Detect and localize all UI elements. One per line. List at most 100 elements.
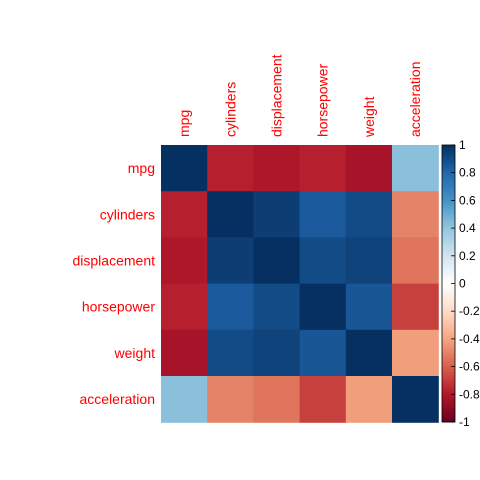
heatmap-cell-horsepower-mpg — [161, 283, 208, 331]
colorbar-segment — [442, 325, 455, 329]
colorbar-segment — [442, 289, 455, 293]
colorbar-segment — [442, 366, 455, 370]
colorbar-segment — [442, 241, 455, 246]
heatmap-cell-mpg-acceleration — [392, 145, 439, 192]
heatmap-cell-acceleration-acceleration — [392, 376, 439, 423]
heatmap-cell-horsepower-acceleration — [392, 283, 439, 331]
colorbar-segment — [442, 283, 455, 287]
heatmap-cell-weight-cylinders — [207, 329, 254, 377]
colorbar-segment — [442, 244, 455, 248]
colorbar-segment — [442, 327, 455, 332]
colorbar-segment — [442, 316, 455, 321]
colorbar-segment — [442, 358, 455, 362]
colorbar-segment — [442, 380, 455, 384]
heatmap-cell-displacement-weight — [345, 237, 393, 285]
heatmap-cell-cylinders-acceleration — [392, 191, 439, 238]
colorbar-segment — [442, 391, 455, 395]
colorbar-segment — [442, 147, 455, 152]
colorbar-segment — [442, 205, 455, 210]
colorbar-segment — [442, 181, 455, 185]
colorbar-segment — [442, 280, 455, 284]
heatmap-cell-weight-mpg — [161, 329, 208, 377]
colorbar-segment — [442, 388, 455, 393]
heatmap-cell-cylinders-horsepower — [299, 191, 347, 238]
heatmap-cell-cylinders-weight — [345, 191, 393, 238]
colorbar-segment — [442, 253, 455, 257]
column-labels: mpg cylinders displacement horsepower weight… — [176, 54, 423, 138]
row-labels: mpg cylinders displacement horsepower weight… — [73, 160, 156, 407]
heatmap-cell-weight-displacement — [253, 329, 301, 377]
colorbar-segment — [442, 153, 455, 157]
heatmap-cell-displacement-displacement — [253, 237, 301, 285]
colorbar-segment — [442, 275, 455, 279]
colorbar-segment — [442, 203, 455, 207]
colorbar-segment — [442, 308, 455, 312]
heatmap-cell-horsepower-weight — [345, 283, 393, 331]
colorbar-segment — [442, 294, 455, 298]
colorbar-segment — [442, 394, 455, 398]
colorbar-tick-label: -0.2 — [459, 304, 480, 318]
colorbar-segment — [442, 311, 455, 315]
colorbar-segment — [442, 186, 455, 190]
colorbar-segment — [442, 228, 455, 232]
colorbar-segment — [442, 408, 455, 412]
colorbar-segment — [442, 305, 455, 309]
colorbar-segment — [442, 330, 455, 334]
heatmap-cell-displacement-mpg — [161, 237, 208, 285]
colorbar-segment — [442, 145, 455, 149]
heatmap-cell-acceleration-weight — [345, 376, 393, 423]
column-label: mpg — [176, 110, 192, 137]
colorbar-segment — [442, 178, 455, 182]
colorbar-segment — [442, 277, 455, 282]
colorbar-segment — [442, 410, 455, 415]
heatmap-cell-mpg-displacement — [253, 145, 301, 192]
row-label: weight — [114, 345, 156, 361]
heatmap-cell-acceleration-horsepower — [299, 376, 347, 423]
heatmap-cell-weight-acceleration — [392, 329, 439, 377]
colorbar-segment — [442, 347, 455, 351]
row-label: mpg — [128, 160, 155, 176]
row-label: horsepower — [82, 299, 155, 315]
colorbar-segment — [442, 211, 455, 215]
colorbar-tick-label: 0.8 — [459, 166, 476, 180]
heatmap-cell-acceleration-cylinders — [207, 376, 254, 423]
colorbar-tick-label: -0.6 — [459, 360, 480, 374]
colorbar-segment — [442, 333, 455, 337]
colorbar-segment — [442, 175, 455, 179]
heatmap-cells — [161, 145, 439, 423]
colorbar-segment — [442, 372, 455, 376]
colorbar-segment — [442, 183, 455, 188]
heatmap-cell-horsepower-cylinders — [207, 283, 254, 331]
heatmap-cell-displacement-horsepower — [299, 237, 347, 285]
colorbar-tick-label: -1 — [459, 415, 470, 429]
colorbar-segment — [442, 264, 455, 268]
colorbar-segment — [442, 222, 455, 226]
colorbar-segment — [442, 300, 455, 304]
colorbar-segment — [442, 341, 455, 345]
colorbar-segment — [442, 355, 455, 359]
colorbar-tick-label: 0.4 — [459, 221, 476, 235]
colorbar-segment — [442, 158, 455, 163]
colorbar-segment — [442, 416, 455, 420]
colorbar-segment — [442, 258, 455, 262]
colorbar-ticks: 1 0.8 0.6 0.4 0.2 0 -0.2 -0.4 -0.6 -0.8 -1 — [451, 138, 480, 429]
colorbar-tick-label: -0.4 — [459, 332, 480, 346]
colorbar-segment — [442, 336, 455, 340]
heatmap-cell-horsepower-horsepower — [299, 283, 347, 331]
colorbar-segment — [442, 194, 455, 199]
colorbar-segment — [442, 352, 455, 357]
column-label: acceleration — [407, 62, 423, 138]
colorbar-segment — [442, 247, 455, 251]
colorbar-segment — [442, 313, 455, 318]
colorbar-segment — [442, 150, 455, 154]
row-label: cylinders — [100, 206, 155, 222]
column-label: displacement — [269, 54, 285, 137]
colorbar-segment — [442, 189, 455, 193]
heatmap-cell-cylinders-displacement — [253, 191, 301, 238]
colorbar-segment — [442, 399, 455, 404]
colorbar-segment — [442, 250, 455, 254]
colorbar-segment — [442, 363, 455, 368]
colorbar-segment — [442, 236, 455, 240]
column-label: horsepower — [315, 64, 331, 137]
column-label: cylinders — [222, 82, 238, 137]
